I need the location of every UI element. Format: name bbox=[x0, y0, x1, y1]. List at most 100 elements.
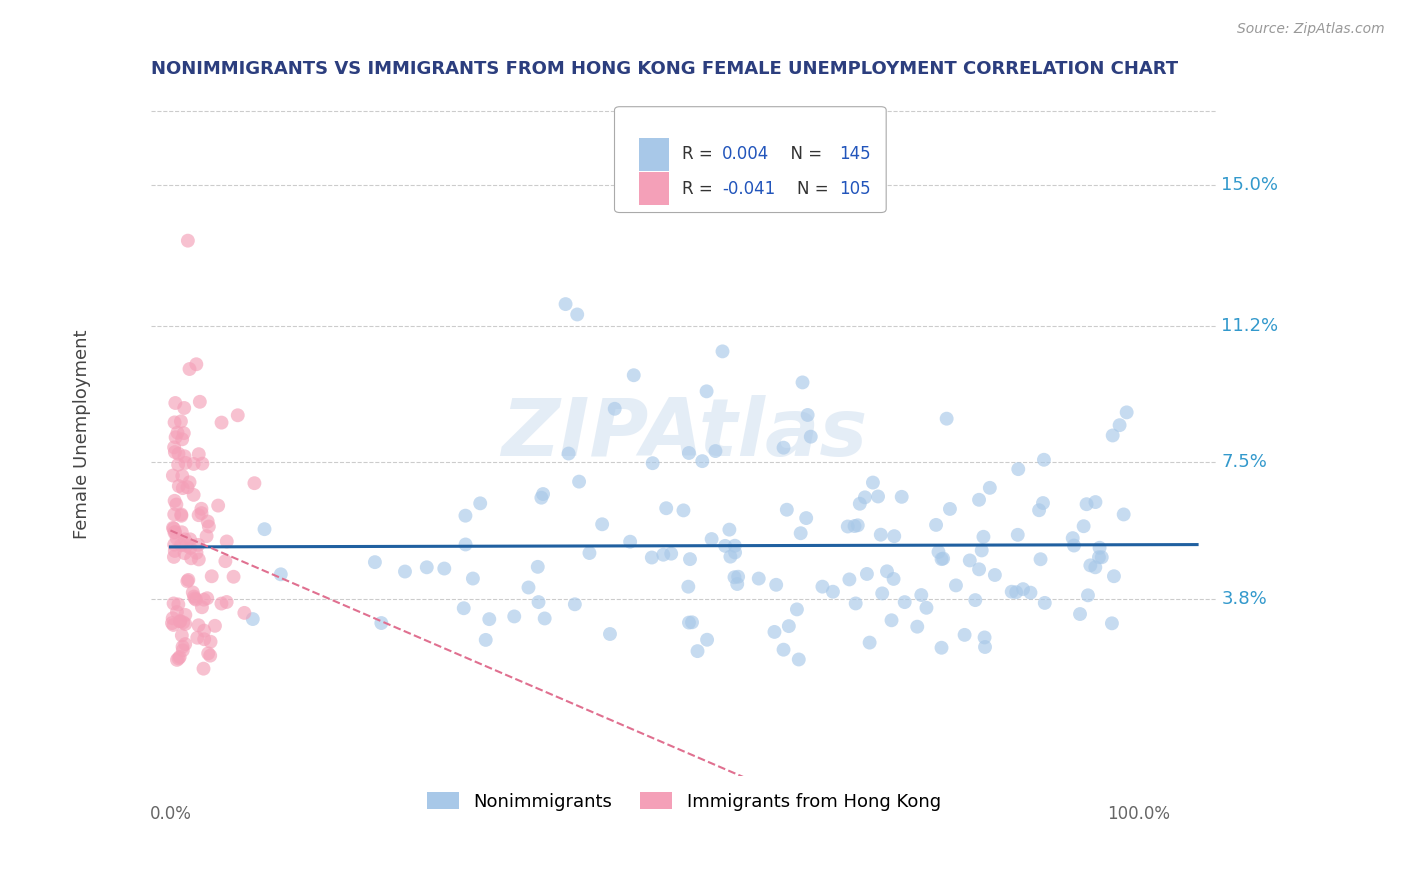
Point bbox=[856, 566, 879, 581]
Point bbox=[176, 480, 198, 494]
Point bbox=[686, 644, 709, 658]
Point bbox=[163, 538, 186, 552]
Point bbox=[925, 517, 948, 532]
Point bbox=[172, 469, 194, 483]
Point bbox=[470, 496, 492, 510]
Point bbox=[655, 501, 678, 516]
Bar bbox=[638, 138, 669, 171]
Point bbox=[890, 490, 912, 504]
Point bbox=[1012, 582, 1035, 596]
Point bbox=[183, 488, 205, 502]
Text: N =: N = bbox=[780, 145, 827, 163]
Point bbox=[453, 601, 475, 615]
Point bbox=[179, 541, 201, 555]
Point bbox=[162, 468, 184, 483]
Text: R =: R = bbox=[682, 179, 717, 198]
Point bbox=[869, 527, 891, 541]
Point bbox=[174, 637, 197, 651]
Point bbox=[180, 551, 202, 566]
Point bbox=[794, 511, 817, 525]
Point bbox=[876, 564, 898, 578]
Point bbox=[204, 619, 226, 633]
Point bbox=[270, 567, 292, 582]
Point bbox=[176, 539, 198, 553]
Point bbox=[1076, 497, 1098, 511]
Point bbox=[1088, 550, 1111, 565]
Point bbox=[181, 585, 204, 599]
Point bbox=[704, 444, 727, 458]
Point bbox=[1102, 569, 1125, 583]
Text: Source: ZipAtlas.com: Source: ZipAtlas.com bbox=[1237, 22, 1385, 37]
Point bbox=[718, 549, 741, 564]
Point bbox=[1063, 539, 1085, 553]
Point bbox=[174, 456, 197, 470]
Point bbox=[163, 445, 186, 459]
Point bbox=[187, 447, 209, 461]
Point bbox=[170, 525, 193, 540]
Point bbox=[945, 578, 967, 592]
Point bbox=[1062, 531, 1084, 545]
Point bbox=[905, 620, 928, 634]
Point bbox=[800, 430, 823, 444]
Point bbox=[1077, 588, 1099, 602]
Point bbox=[1073, 519, 1095, 533]
Point bbox=[678, 446, 700, 460]
Point bbox=[167, 598, 190, 612]
Point bbox=[837, 519, 859, 533]
Point bbox=[679, 552, 702, 566]
Text: 11.2%: 11.2% bbox=[1222, 317, 1278, 334]
Point bbox=[772, 642, 794, 657]
Point bbox=[172, 432, 194, 446]
Point bbox=[880, 613, 903, 627]
Point bbox=[953, 628, 976, 642]
Point bbox=[163, 549, 186, 564]
Point bbox=[222, 570, 245, 584]
Point bbox=[859, 635, 882, 649]
Point bbox=[696, 632, 718, 647]
Point bbox=[932, 551, 955, 566]
Point bbox=[174, 617, 197, 632]
Point bbox=[173, 533, 195, 547]
Point bbox=[844, 519, 866, 533]
Point bbox=[984, 568, 1007, 582]
Point bbox=[1101, 428, 1123, 442]
Point bbox=[165, 498, 187, 512]
Point bbox=[162, 597, 184, 611]
Point bbox=[557, 446, 579, 460]
Point bbox=[170, 508, 193, 522]
Point bbox=[503, 609, 526, 624]
Point bbox=[370, 615, 392, 630]
Point bbox=[690, 454, 713, 468]
Point bbox=[214, 554, 236, 568]
Point bbox=[166, 531, 188, 545]
Text: 0.004: 0.004 bbox=[723, 145, 769, 163]
Point bbox=[166, 425, 188, 440]
Point bbox=[193, 632, 215, 647]
Point bbox=[162, 521, 184, 535]
Point bbox=[970, 543, 993, 558]
Point bbox=[1084, 495, 1107, 509]
Point bbox=[173, 546, 195, 560]
Point bbox=[478, 612, 501, 626]
Point bbox=[364, 555, 387, 569]
Point bbox=[1007, 462, 1029, 476]
Point bbox=[927, 545, 949, 559]
Point bbox=[724, 539, 747, 553]
Point bbox=[845, 597, 868, 611]
Point bbox=[198, 519, 221, 533]
Point bbox=[215, 534, 238, 549]
Point bbox=[166, 653, 188, 667]
Text: 145: 145 bbox=[839, 145, 870, 163]
Point bbox=[786, 602, 808, 616]
Point bbox=[517, 581, 540, 595]
Point bbox=[167, 651, 190, 665]
Point bbox=[163, 493, 186, 508]
Text: -0.041: -0.041 bbox=[723, 179, 775, 198]
Point bbox=[172, 481, 194, 495]
Point bbox=[935, 411, 957, 425]
Point bbox=[974, 640, 997, 654]
Point bbox=[160, 615, 183, 630]
Point bbox=[163, 416, 186, 430]
Point bbox=[678, 580, 700, 594]
Point bbox=[184, 592, 207, 607]
